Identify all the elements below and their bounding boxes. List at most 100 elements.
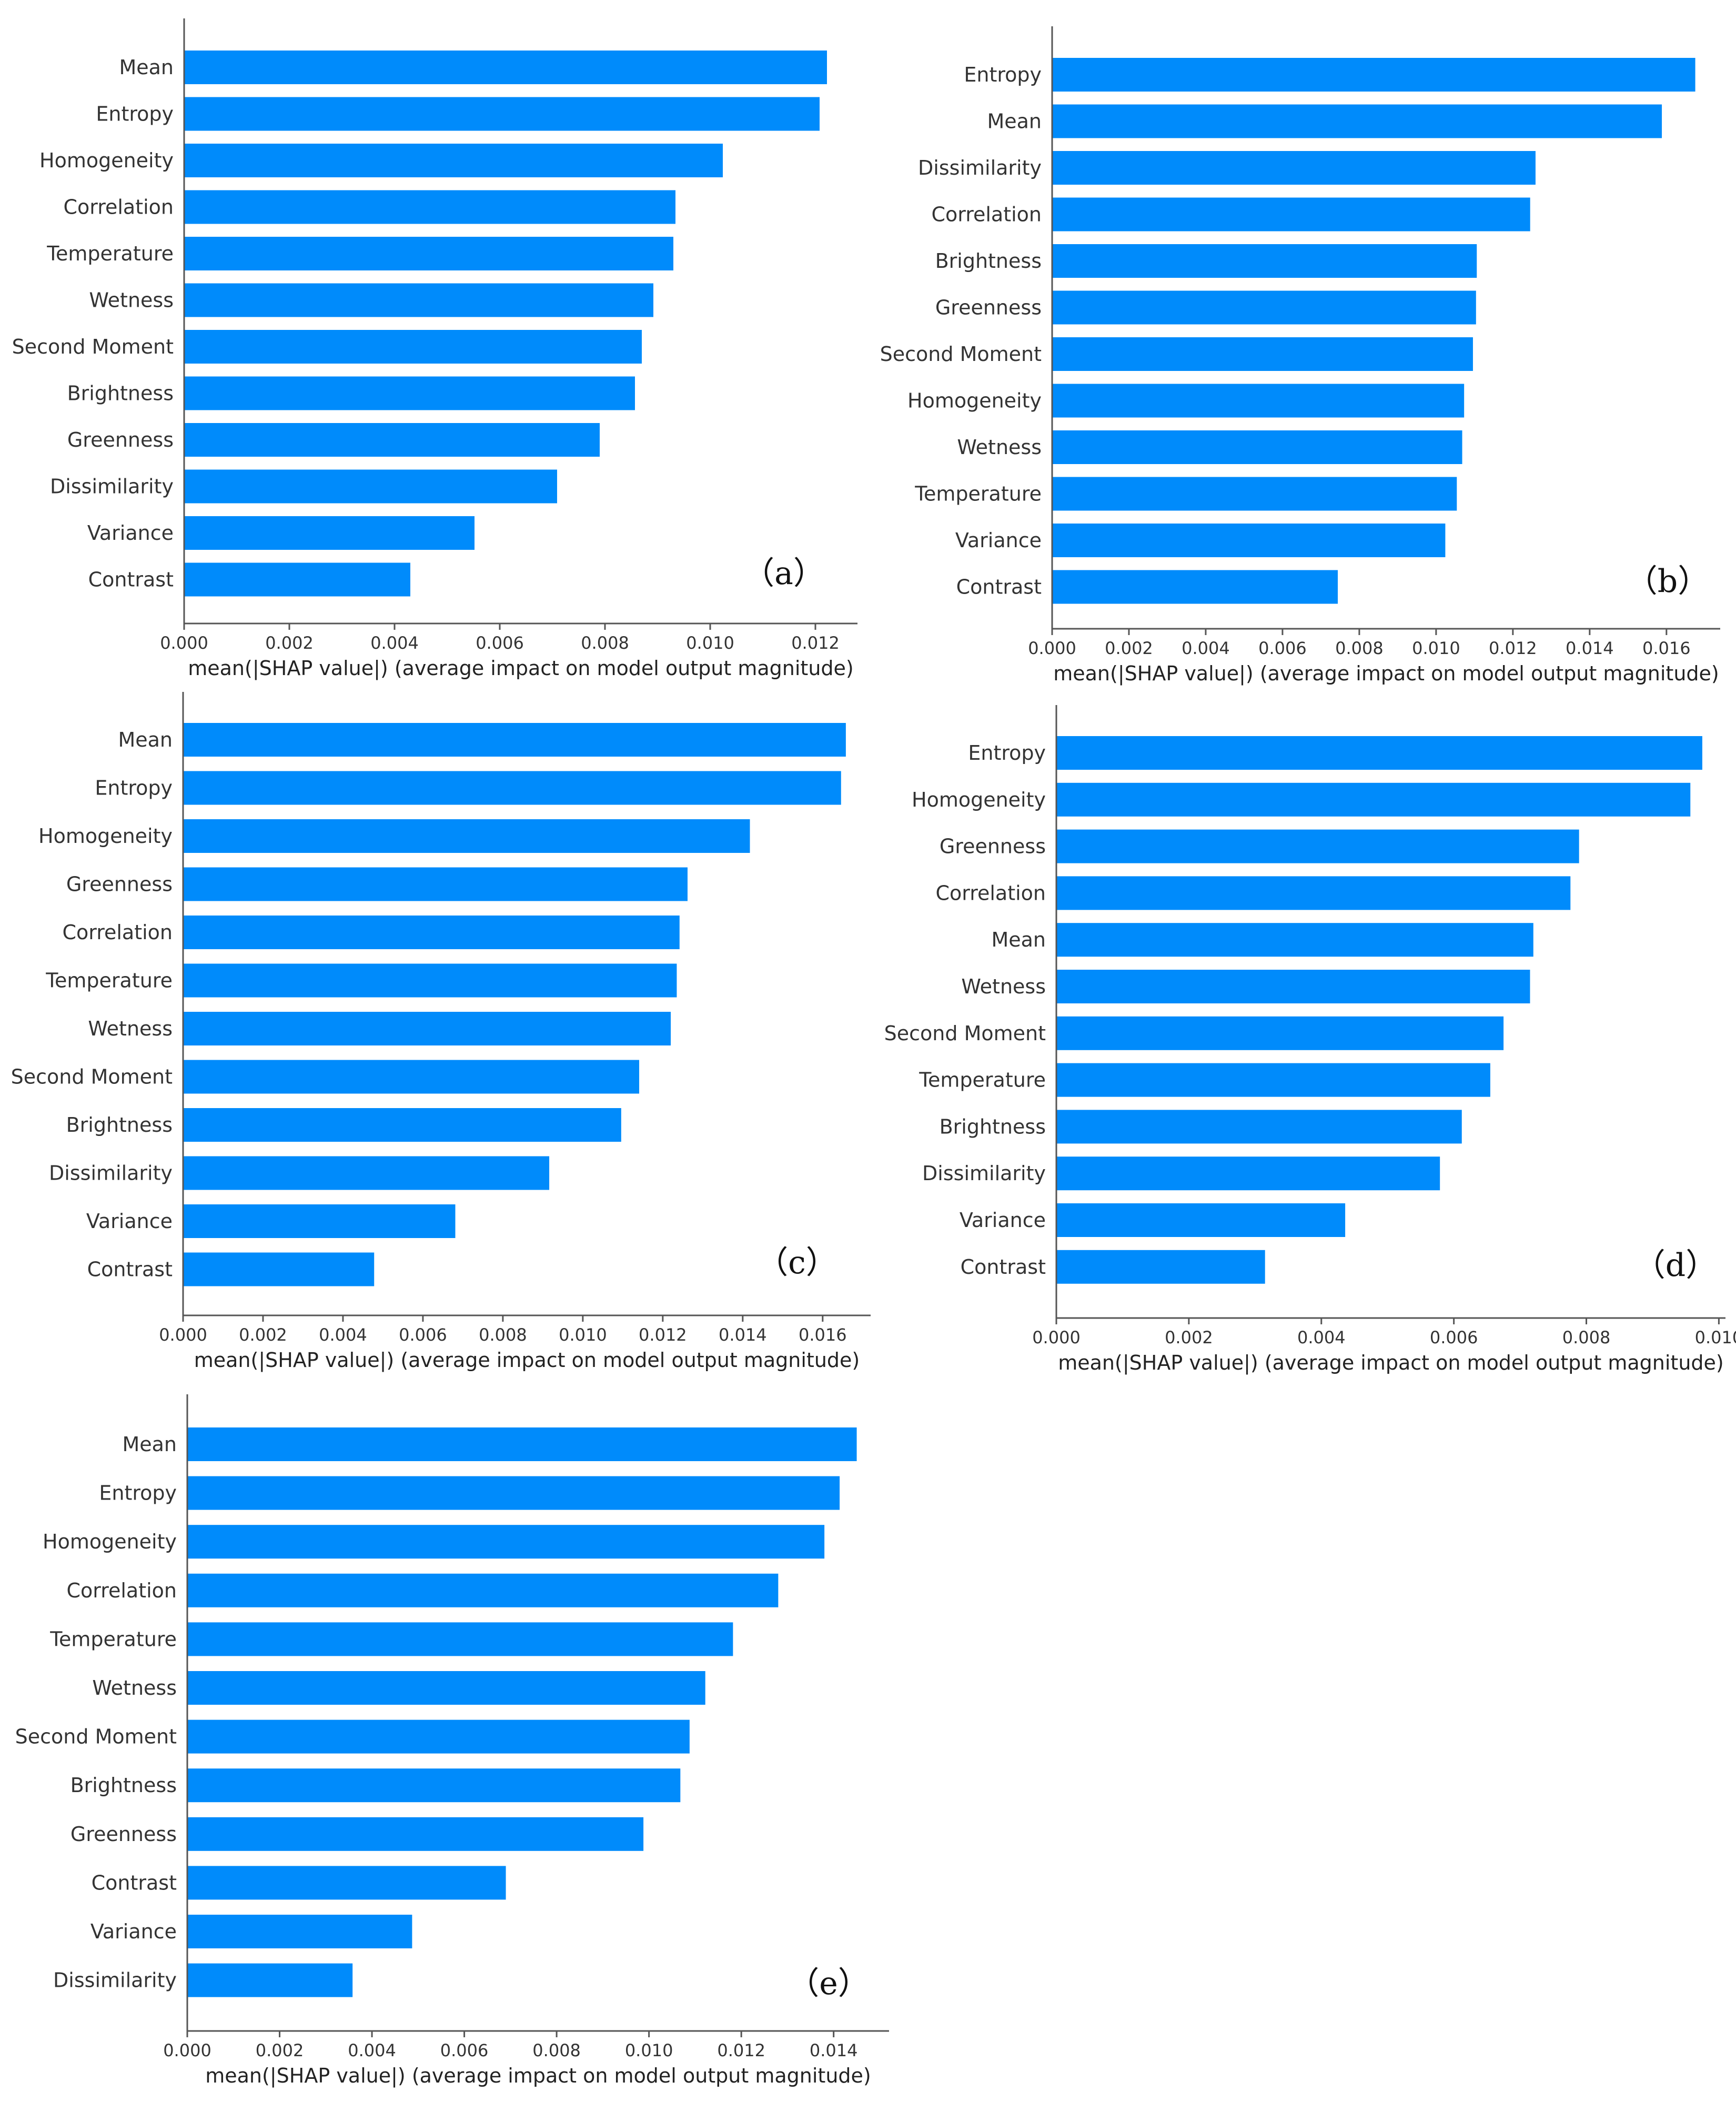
feature-label: Second Moment xyxy=(11,1065,173,1089)
feature-label: Brightness xyxy=(935,249,1042,273)
bar xyxy=(1056,1250,1265,1284)
x-tick-label: 0.010 xyxy=(686,633,734,653)
bar xyxy=(184,330,642,364)
bar xyxy=(1056,1063,1490,1097)
feature-label: Brightness xyxy=(940,1115,1046,1138)
x-tick-label: 0.010 xyxy=(625,2040,673,2060)
x-tick-label: 0.014 xyxy=(719,1325,767,1345)
bar xyxy=(184,97,820,131)
x-axis-label: mean(|SHAP value|) (average impact on mo… xyxy=(1058,1351,1724,1375)
x-tick-label: 0.008 xyxy=(479,1325,527,1345)
bar xyxy=(1052,384,1465,418)
x-tick-label: 0.002 xyxy=(239,1325,287,1345)
x-tick-label: 0.000 xyxy=(160,633,208,653)
feature-label: Variance xyxy=(87,521,174,545)
bar xyxy=(184,516,475,550)
panel-e-chart: Mean Entropy Homogeneity Correlation Tempera… xyxy=(15,1394,889,2088)
x-tick-label: 0.012 xyxy=(791,633,840,653)
bar xyxy=(1056,829,1579,863)
bar xyxy=(1056,736,1702,770)
bar xyxy=(183,771,841,805)
feature-label: Mean xyxy=(119,56,174,79)
feature-label: Dissimilarity xyxy=(918,156,1042,179)
panel-b-chart: Entropy Mean Dissimilarity Correlation Brigh… xyxy=(880,26,1720,686)
feature-label: Contrast xyxy=(88,568,174,591)
feature-label: Variance xyxy=(90,1920,177,1943)
bar xyxy=(1056,1156,1440,1191)
feature-label: Temperature xyxy=(45,969,173,992)
x-tick-label: 0.000 xyxy=(159,1325,207,1345)
feature-label: Wetness xyxy=(89,289,174,312)
feature-label: Brightness xyxy=(67,382,174,405)
feature-label: Brightness xyxy=(66,1113,173,1137)
x-tick-label: 0.006 xyxy=(399,1325,447,1345)
bar xyxy=(1052,524,1446,557)
bar xyxy=(1052,197,1530,232)
x-tick-label: 0.008 xyxy=(1335,638,1384,658)
feature-label: Contrast xyxy=(92,1871,177,1894)
feature-label: Greenness xyxy=(66,873,173,896)
panel-c-chart: Mean Entropy Homogeneity Greenness Correlati… xyxy=(11,692,871,1372)
bar xyxy=(187,1768,681,1803)
feature-label: Entropy xyxy=(964,63,1042,86)
bar xyxy=(1052,337,1473,371)
feature-label: Entropy xyxy=(968,741,1046,765)
x-tick-label: 0.008 xyxy=(1562,1327,1611,1347)
x-tick-label: 0.010 xyxy=(559,1325,607,1345)
bar xyxy=(187,1866,506,1900)
feature-label: Mean xyxy=(122,1433,177,1456)
bar xyxy=(184,144,723,177)
x-tick-label: 0.000 xyxy=(1028,638,1076,658)
bar xyxy=(183,963,677,998)
x-tick-label: 0.002 xyxy=(265,633,314,653)
bar xyxy=(183,1204,456,1238)
bar xyxy=(184,423,600,457)
bar xyxy=(183,723,846,757)
x-tick-label: 0.004 xyxy=(370,633,419,653)
bar xyxy=(187,1671,705,1705)
x-tick-label: 0.012 xyxy=(717,2040,765,2060)
bar xyxy=(183,819,750,853)
bar xyxy=(1056,876,1571,910)
feature-label: Contrast xyxy=(961,1255,1046,1279)
bar xyxy=(184,469,557,504)
bar xyxy=(1056,1203,1346,1237)
x-tick-label: 0.002 xyxy=(1105,638,1153,658)
panel-tag: （e） xyxy=(788,1965,870,2002)
bar xyxy=(184,376,635,410)
bar xyxy=(1056,970,1530,1003)
x-tick-label: 0.010 xyxy=(1412,638,1460,658)
bar xyxy=(183,867,688,901)
feature-label: Temperature xyxy=(914,482,1042,506)
bar xyxy=(1056,1016,1504,1050)
feature-label: Wetness xyxy=(961,975,1046,998)
feature-label: Entropy xyxy=(99,1482,177,1505)
feature-label: Brightness xyxy=(70,1774,177,1797)
panel-d-chart: Entropy Homogeneity Greenness Correlation Me… xyxy=(884,705,1736,1375)
bar xyxy=(1052,290,1476,325)
feature-label: Entropy xyxy=(96,103,174,126)
bar xyxy=(183,916,680,949)
x-tick-label: 0.002 xyxy=(1165,1327,1213,1347)
bar xyxy=(187,1817,644,1851)
feature-label: Greenness xyxy=(67,428,174,451)
bar xyxy=(1052,570,1338,604)
bar xyxy=(1056,782,1691,817)
feature-label: Correlation xyxy=(66,1579,177,1602)
feature-label: Temperature xyxy=(919,1069,1046,1092)
feature-label: Homogeneity xyxy=(38,824,173,848)
feature-label: Dissimilarity xyxy=(922,1162,1046,1185)
x-tick-label: 0.014 xyxy=(810,2040,858,2060)
feature-label: Homogeneity xyxy=(912,788,1046,811)
panel-a-chart: Mean Entropy Homogeneity Correlation Tempera… xyxy=(12,18,857,680)
x-tick-label: 0.008 xyxy=(532,2040,581,2060)
feature-label: Dissimilarity xyxy=(53,1969,177,1992)
bar xyxy=(187,1427,857,1461)
feature-label: Variance xyxy=(955,529,1042,552)
bar xyxy=(183,1156,550,1190)
x-tick-label: 0.010 xyxy=(1695,1327,1736,1347)
panel-tag: （a） xyxy=(743,555,825,592)
feature-label: Entropy xyxy=(95,777,173,800)
feature-label: Wetness xyxy=(957,436,1042,459)
feature-label: Second Moment xyxy=(12,335,174,358)
